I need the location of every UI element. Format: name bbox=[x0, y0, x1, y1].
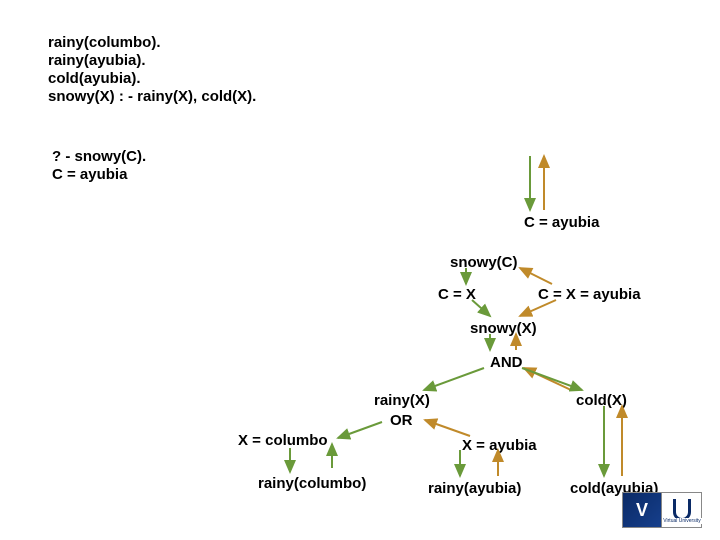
arrows-layer bbox=[0, 0, 720, 540]
logo-subtext: Virtual University bbox=[662, 518, 702, 524]
logo-v-icon: V bbox=[622, 492, 662, 528]
vu-logo: V Virtual University bbox=[622, 492, 702, 528]
